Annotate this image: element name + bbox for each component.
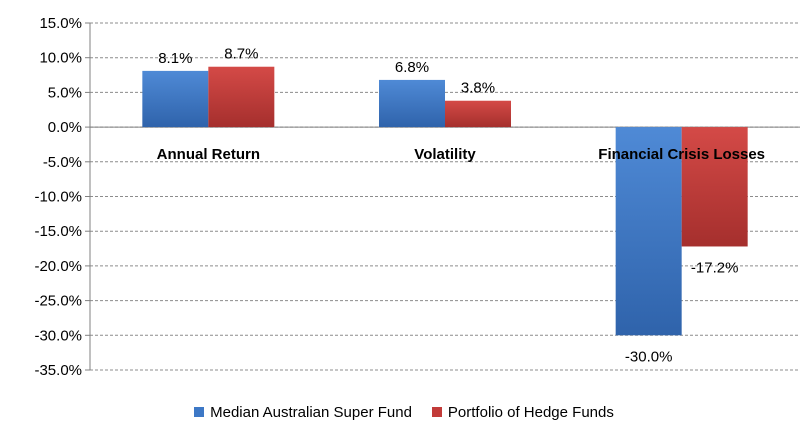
category-label: Volatility: [414, 146, 476, 163]
data-label: -17.2%: [691, 259, 739, 276]
legend-item-series-1: Median Australian Super Fund: [194, 404, 412, 421]
y-tick-label: 15.0%: [39, 15, 82, 32]
bar-chart: 15.0% 10.0% 5.0% 0.0% -5.0% -10.0% -15.0% -20.0…: [34, 15, 800, 379]
y-tick-label: -15.0%: [34, 223, 82, 240]
y-tick-label: 10.0%: [39, 50, 82, 67]
y-tick-label: -30.0%: [34, 327, 82, 344]
bar-hedge-funds: [208, 66, 275, 128]
bar-median-super-fund: [379, 79, 445, 128]
category-label: Annual Return: [157, 146, 260, 163]
data-label: 3.8%: [461, 80, 495, 97]
data-label: 6.8%: [395, 59, 429, 76]
y-tick-label: 5.0%: [48, 84, 82, 101]
data-label: -30.0%: [625, 348, 673, 365]
legend-swatch-blue: [194, 407, 205, 417]
legend-label-series-1: Median Australian Super Fund: [210, 403, 412, 421]
y-tick-label: -25.0%: [34, 293, 82, 310]
bar-hedge-funds: [445, 100, 511, 128]
bars: [142, 66, 748, 336]
y-tick-label: -35.0%: [34, 362, 82, 379]
legend: Median Australian Super Fund Portfolio o…: [0, 400, 808, 424]
data-label: 8.7%: [224, 46, 258, 63]
legend-label-series-2: Portfolio of Hedge Funds: [447, 403, 614, 421]
data-label: 8.1%: [158, 50, 192, 67]
bar-hedge-funds: [681, 127, 748, 247]
y-tick-label: -10.0%: [34, 189, 82, 206]
legend-item-series-2: Portfolio of Hedge Funds: [431, 403, 614, 421]
bar-median-super-fund: [142, 70, 209, 128]
legend-swatch-red: [431, 407, 442, 417]
category-label: Financial Crisis Losses: [598, 146, 765, 163]
y-tick-label: 0.0%: [48, 119, 82, 136]
y-tick-label: -5.0%: [43, 154, 82, 171]
bar-median-super-fund: [615, 127, 682, 336]
y-tick-label: -20.0%: [34, 258, 82, 275]
labels: Annual Return 8.1% 8.7% Volatility 6.8% 3.8% F…: [157, 46, 765, 366]
